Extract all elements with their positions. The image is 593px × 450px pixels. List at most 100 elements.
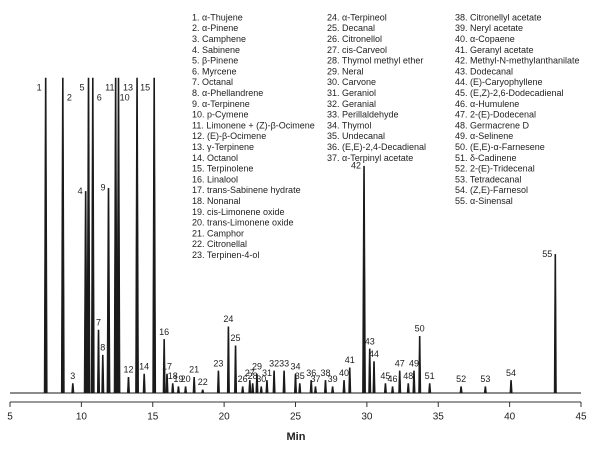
peak	[126, 376, 130, 394]
peak	[83, 191, 88, 394]
peak	[368, 348, 372, 394]
peak-label: 27	[245, 368, 255, 378]
peak	[282, 370, 286, 394]
compound-entry: 51. δ-Cadinene	[455, 153, 517, 163]
peak-label: 53	[480, 374, 490, 384]
compound-entry: 23. Terpinen-4-ol	[192, 250, 259, 260]
peak	[509, 380, 513, 394]
compound-entry: 26. Citronellol	[327, 34, 382, 44]
x-tick-label: 20	[219, 412, 231, 423]
compound-entry: 16. Linalool	[192, 174, 238, 184]
peak-label: 41	[345, 355, 355, 365]
peak	[255, 373, 259, 394]
compound-entry: 20. trans-Limonene oxide	[192, 218, 294, 228]
compound-entry: 32. Geranial	[327, 99, 376, 109]
compound-entry: 25. Decanal	[327, 23, 375, 33]
peak-label: 1	[37, 82, 42, 92]
peak	[135, 77, 139, 394]
peak	[106, 187, 111, 394]
peak-label: 7	[96, 317, 101, 327]
peak	[201, 389, 205, 394]
peak	[418, 336, 422, 394]
compound-entry: 29. Neral	[327, 66, 364, 76]
x-axis-label: Min	[287, 431, 306, 443]
peak-label: 24	[223, 314, 233, 324]
peak-label: 8	[100, 343, 105, 353]
compound-entry: 28. Thymol methyl ether	[327, 56, 423, 66]
peak-label: 35	[295, 371, 305, 381]
peak	[248, 380, 252, 394]
peak-label: 19	[173, 374, 183, 384]
compound-entry: 35. Undecanal	[327, 131, 385, 141]
peak	[241, 386, 245, 394]
peak-label: 33	[279, 358, 289, 368]
compound-entry: 38. Citronellyl acetate	[455, 12, 542, 22]
peak	[234, 345, 238, 394]
peak	[383, 383, 387, 394]
peak	[428, 383, 432, 394]
compound-entry: 2. α-Pinene	[192, 23, 238, 33]
peak-label: 38	[320, 368, 330, 378]
peak	[293, 373, 298, 394]
peak	[348, 367, 352, 394]
x-tick-label: 15	[147, 412, 159, 423]
peak-label: 44	[369, 349, 379, 359]
compound-entry: 48. Germacrene D	[455, 120, 530, 130]
peak	[171, 383, 175, 394]
compound-entry: 6. Myrcene	[192, 66, 237, 76]
peak	[60, 77, 65, 394]
peak	[101, 354, 105, 394]
peak	[483, 386, 487, 394]
peak-label: 46	[388, 374, 398, 384]
compound-entry: 41. Geranyl acetate	[455, 45, 534, 55]
compound-entry: 21. Camphor	[192, 228, 244, 238]
peak-label: 14	[139, 361, 149, 371]
peak	[459, 386, 463, 394]
peak-label: 32	[269, 358, 279, 368]
peak	[309, 380, 313, 394]
peak-label: 39	[328, 374, 338, 384]
compound-entry: 53. Tetradecanal	[455, 174, 521, 184]
peak-label: 16	[159, 327, 169, 337]
peak	[97, 329, 101, 394]
compound-entry: 19. cis-Limonene oxide	[192, 207, 285, 217]
compound-entry: 17. trans-Sabinene hydrate	[192, 185, 301, 195]
peak	[116, 77, 121, 394]
peak	[342, 380, 346, 394]
peak	[272, 370, 276, 394]
peak	[406, 383, 410, 394]
x-tick-label: 30	[361, 412, 373, 423]
compound-entry: 5. β-Pinene	[192, 56, 238, 66]
x-tick-label: 25	[290, 412, 302, 423]
compound-entry: 49. α-Selinene	[455, 131, 513, 141]
compound-entry: 10. p-Cymene	[192, 110, 249, 120]
compound-entry: 36. (E,E)-2,4-Decadienal	[327, 142, 426, 152]
peak	[113, 77, 118, 394]
compound-entry: 13. γ-Terpinene	[192, 142, 254, 152]
peak-label: 10	[120, 92, 130, 102]
compound-entry: 4. Sabinene	[192, 45, 240, 55]
peak-label: 5	[79, 82, 84, 92]
peak-label: 43	[365, 336, 375, 346]
peak-label: 54	[506, 368, 516, 378]
compound-entry: 11. Limonene + (Z)-β-Ocimene	[192, 120, 315, 130]
peak-label: 22	[198, 377, 208, 387]
peak	[226, 326, 230, 394]
peak-label: 34	[290, 361, 300, 371]
compound-entry: 52. 2-(E)-Tridecenal	[455, 164, 535, 174]
x-tick-label: 40	[504, 412, 516, 423]
peak-label: 25	[231, 333, 241, 343]
peak-label: 29	[252, 361, 262, 371]
compound-entry: 3. Camphene	[192, 34, 246, 44]
compound-entry: 8. α-Phellandrene	[192, 88, 263, 98]
peak	[265, 380, 269, 394]
compound-entry: 7. Octanal	[192, 77, 233, 87]
peak-label: 40	[339, 368, 349, 378]
peak	[372, 361, 376, 394]
peak	[86, 77, 91, 394]
peak	[259, 386, 263, 394]
peak-label: 26	[238, 374, 248, 384]
peak	[142, 373, 146, 394]
x-tick-label: 45	[575, 412, 587, 423]
